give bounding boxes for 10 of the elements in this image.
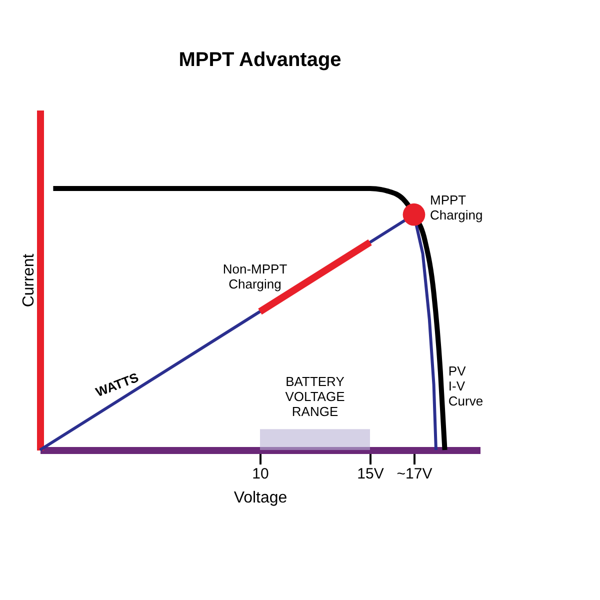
series-label: MPPT Charging [430,192,483,223]
series-label: PV I-V Curve [448,364,484,409]
x-tick-label: 10 [252,466,269,482]
chart-title: MPPT Advantage [178,49,342,71]
band-label: BATTERY VOLTAGE RANGE [285,374,346,420]
x-tick-label: 15V [357,466,384,482]
x-axis-title: Voltage [234,490,288,506]
x-tick-label: ~17V [396,466,432,482]
series-label: Non-MPPT Charging [222,262,288,292]
y-axis-title: Current [20,253,38,308]
